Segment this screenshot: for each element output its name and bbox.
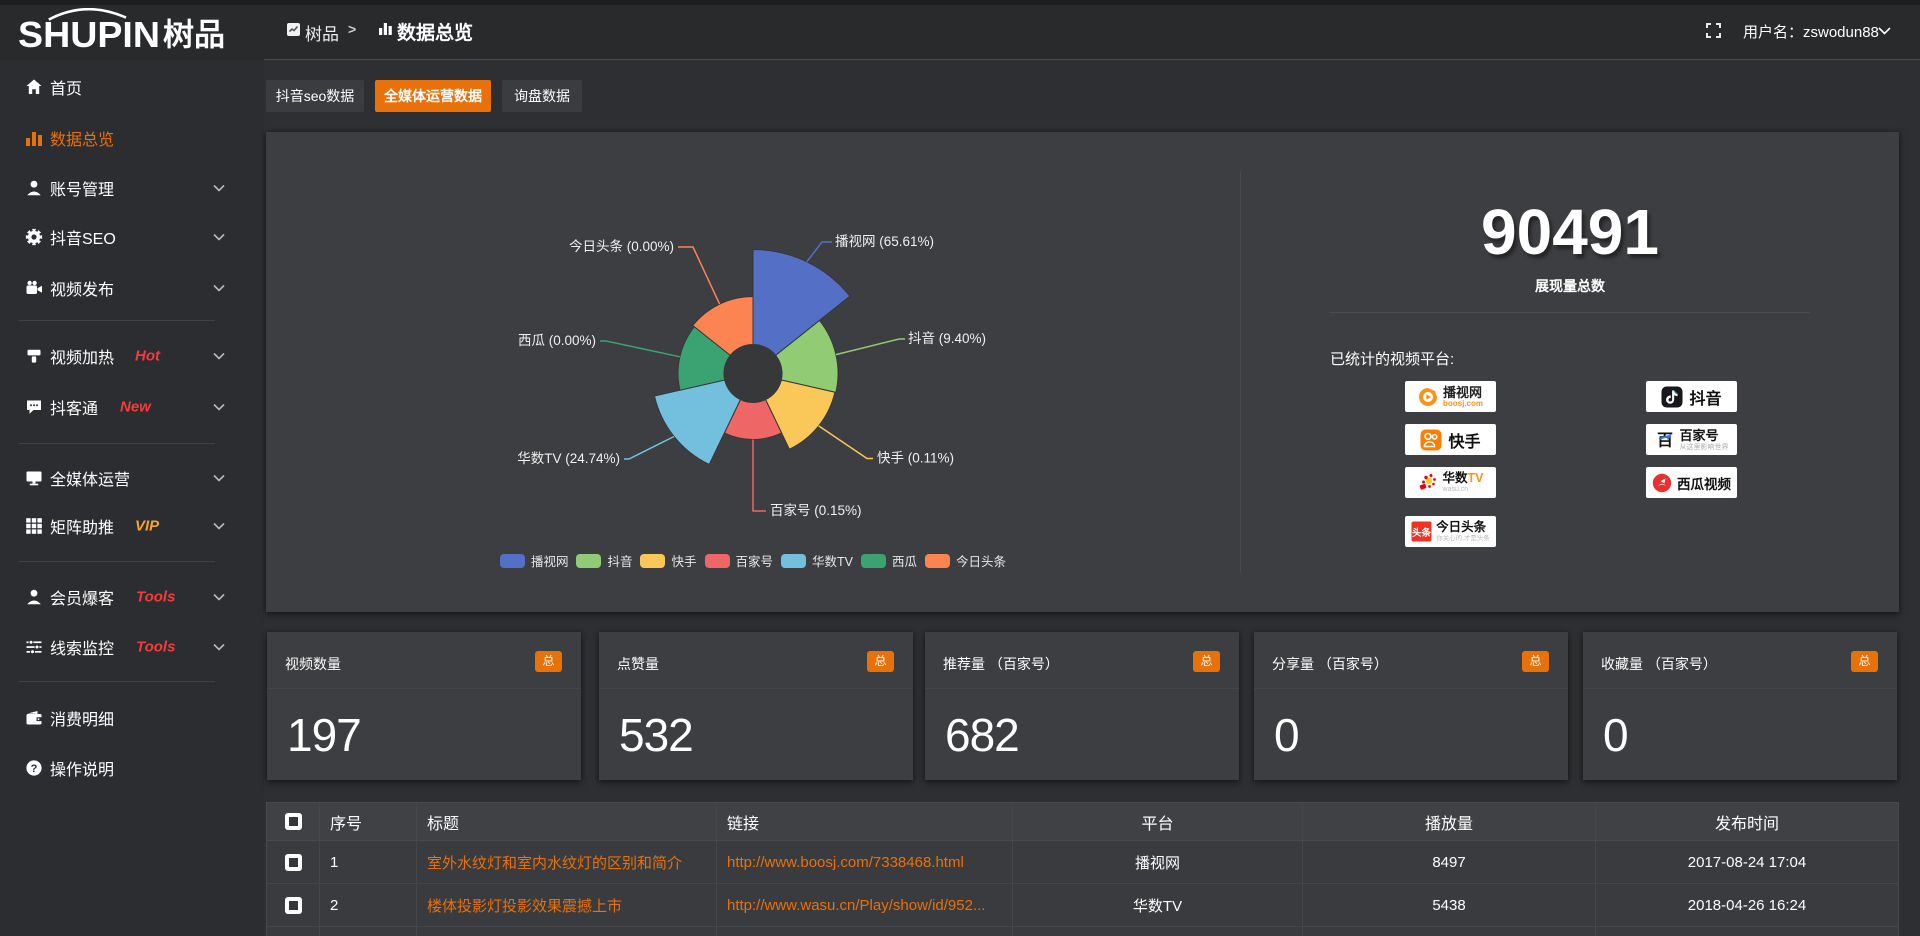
svg-text:?: ? (31, 763, 38, 775)
svg-text:百家号 (0.15%): 百家号 (0.15%) (770, 502, 862, 518)
svg-text:快手 (0.11%): 快手 (0.11%) (877, 451, 954, 466)
svg-text:华数TV (24.74%): 华数TV (24.74%) (517, 451, 620, 466)
svg-text:百: 百 (1656, 431, 1672, 449)
svg-text:树品: 树品 (163, 18, 225, 53)
svg-text:SHUPIN: SHUPIN (18, 14, 160, 55)
svg-text:今日头条 (0.00%): 今日头条 (0.00%) (569, 238, 674, 254)
svg-text:播视网 (65.61%): 播视网 (65.61%) (835, 234, 934, 249)
svg-text:头条: 头条 (1412, 527, 1432, 539)
svg-text:抖音 (9.40%): 抖音 (9.40%) (908, 330, 986, 346)
svg-text:西瓜 (0.00%): 西瓜 (0.00%) (518, 333, 596, 348)
